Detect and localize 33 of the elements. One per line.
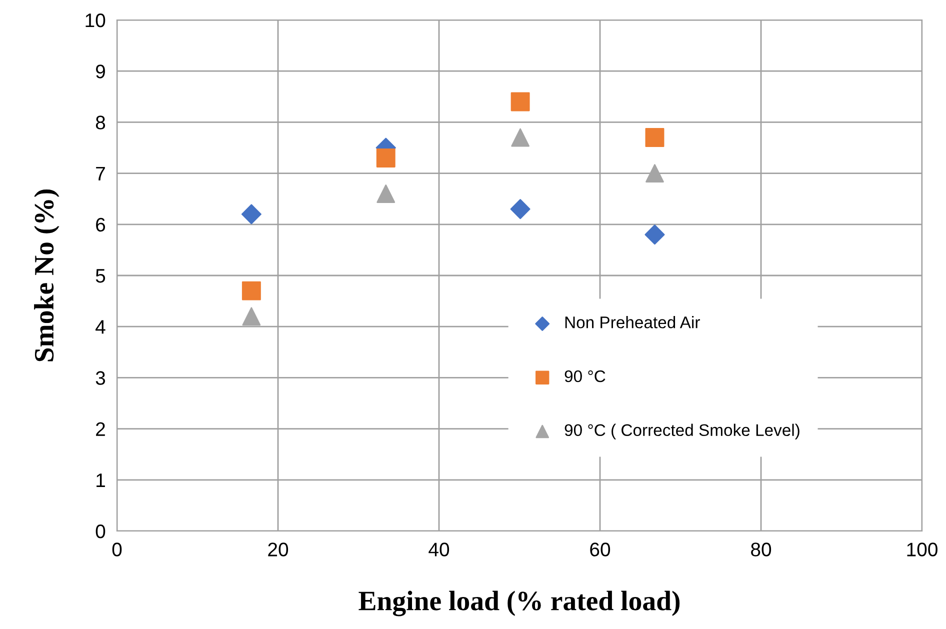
legend-label: 90 °C ( Corrected Smoke Level) [564, 424, 800, 440]
y-tick-label: 5 [96, 269, 106, 283]
point [376, 184, 396, 203]
x-tick-label: 60 [590, 542, 610, 556]
legend-label: Non Preheated Air [565, 316, 700, 328]
y-tick-label: 1 [96, 474, 105, 487]
y-axis-title: Smoke No (%) [34, 190, 60, 362]
x-axis-title: Engine load (% rated load) [358, 590, 680, 616]
point [644, 224, 665, 245]
y-tick-label: 8 [96, 116, 106, 130]
point [242, 281, 261, 300]
legend-label: 90 °C [564, 370, 606, 382]
y-tick-label: 0 [96, 524, 106, 538]
y-tick-label: 6 [96, 218, 106, 232]
x-tick-label: 0 [112, 542, 122, 556]
x-tick-label: 20 [268, 542, 288, 556]
x-tick-label: 100 [907, 542, 938, 556]
y-tick-label: 9 [96, 64, 105, 78]
point [376, 148, 396, 168]
point [510, 199, 530, 220]
y-tick-label: 3 [96, 371, 106, 385]
x-tick-label: 80 [751, 542, 772, 556]
y-tick-label: 2 [96, 422, 105, 436]
x-tick-label: 40 [428, 542, 450, 556]
y-tick-label: 7 [96, 166, 105, 180]
point [645, 128, 664, 148]
point [646, 164, 664, 182]
point [241, 204, 262, 224]
point [242, 307, 261, 326]
point [510, 92, 530, 112]
y-tick-label: 10 [86, 13, 106, 28]
point [511, 128, 530, 147]
y-tick-label: 4 [96, 320, 106, 334]
